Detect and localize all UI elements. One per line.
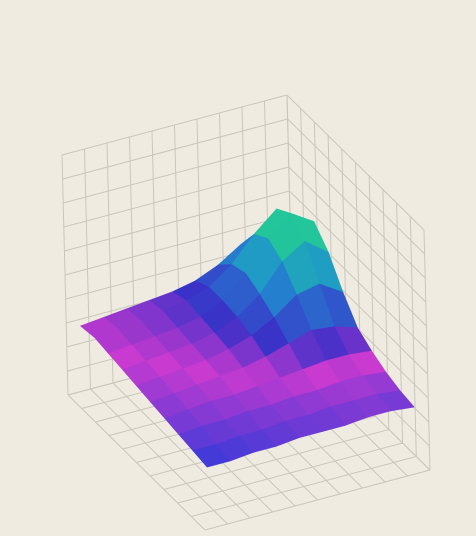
box-line (286, 94, 425, 231)
box-line (163, 429, 390, 490)
box-line (204, 469, 431, 531)
box-line (63, 166, 289, 228)
surface (80, 208, 415, 468)
box-line (61, 94, 288, 156)
box-line (423, 229, 431, 471)
box-line (62, 118, 288, 180)
surface-patch (192, 444, 231, 468)
box-line (64, 214, 291, 276)
box-line (288, 166, 427, 303)
box-line (177, 442, 403, 504)
box-line (287, 142, 426, 279)
box-line (191, 456, 417, 517)
box-line (63, 142, 289, 204)
box-line (409, 216, 417, 457)
box-line (64, 190, 290, 252)
box-line (287, 118, 425, 255)
box-line (289, 190, 427, 327)
